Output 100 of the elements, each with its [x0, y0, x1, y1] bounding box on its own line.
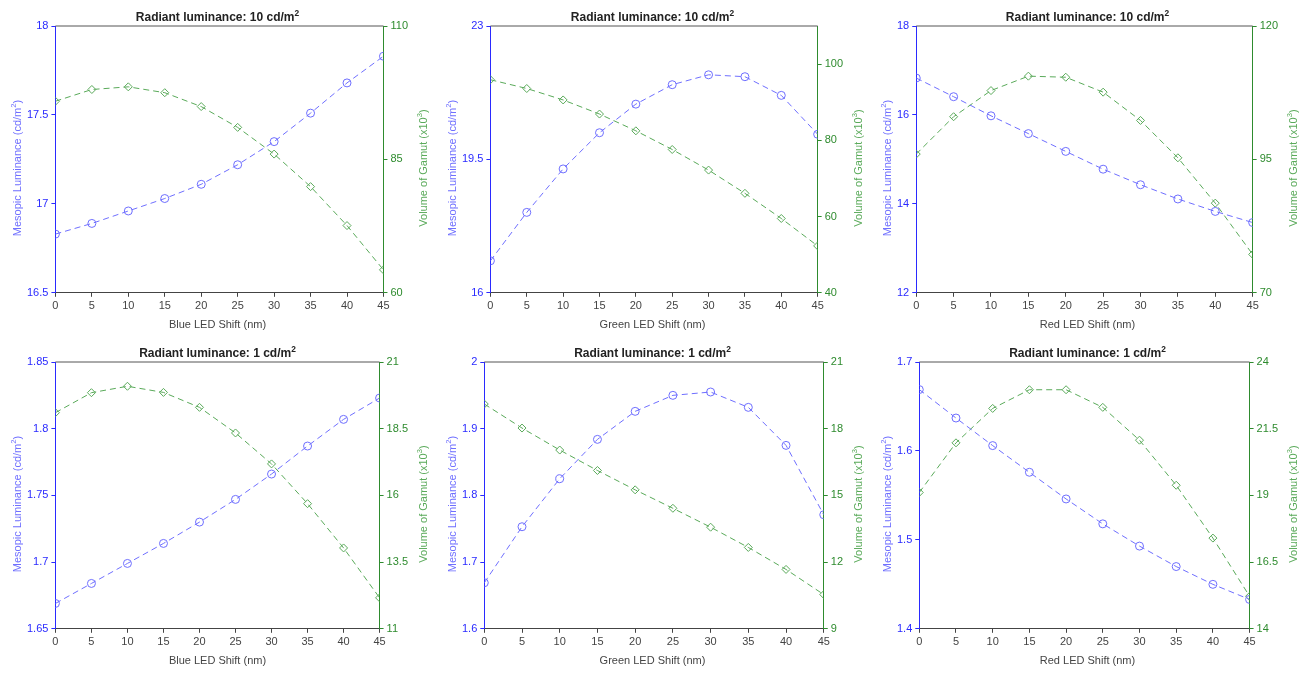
- point: [949, 92, 959, 102]
- point: [1023, 71, 1033, 81]
- point: [1171, 562, 1181, 572]
- y2-tick-label: 21.5: [1256, 421, 1279, 434]
- x-tick-label: 30: [704, 635, 717, 648]
- point: [86, 578, 96, 588]
- y-tick-label: 16: [896, 107, 910, 120]
- y-tick-label: 1.7: [33, 555, 49, 568]
- y2-tick-label: 95: [1259, 152, 1272, 165]
- point: [122, 558, 132, 568]
- point: [194, 517, 204, 527]
- x-tick-label: 10: [121, 635, 134, 648]
- point: [986, 111, 996, 121]
- point: [269, 149, 279, 159]
- point: [949, 112, 959, 122]
- y-tick-label: 1.6: [896, 443, 913, 456]
- x-tick-label: 10: [557, 299, 570, 312]
- y-tick-label: 18: [896, 19, 910, 32]
- x-tick-label: 15: [1022, 299, 1035, 312]
- y-tick-label: 17: [36, 196, 49, 209]
- point: [704, 70, 714, 80]
- point: [555, 445, 565, 455]
- point: [776, 213, 786, 223]
- x-tick-label: 20: [195, 299, 208, 312]
- x-tick-label: 0: [916, 635, 923, 648]
- x-tick-label: 20: [1059, 635, 1073, 648]
- point: [706, 387, 716, 397]
- y2-tick-label: 21: [386, 355, 399, 368]
- x-tick-label: 0: [481, 635, 488, 648]
- y2-tick-label: 40: [824, 285, 837, 298]
- point: [951, 438, 961, 448]
- x-tick-label: 40: [337, 635, 350, 648]
- x-tick-label: 0: [52, 635, 59, 648]
- x-tick-label: 35: [1171, 299, 1185, 312]
- x-tick-label: 5: [518, 635, 526, 648]
- point: [306, 182, 316, 192]
- point: [522, 207, 532, 217]
- y-tick-label: 19.5: [461, 152, 484, 165]
- point: [233, 160, 243, 170]
- point: [303, 499, 313, 509]
- point: [667, 80, 677, 90]
- point: [781, 564, 791, 574]
- point: [1136, 180, 1146, 190]
- y2-tick-label: 70: [1259, 285, 1272, 298]
- y2-tick-label: 85: [390, 152, 403, 165]
- point: [630, 485, 640, 495]
- y-tick-label: 1.7: [896, 355, 913, 368]
- y2-tick-label: 9: [830, 621, 837, 634]
- point: [122, 381, 132, 391]
- point: [87, 218, 97, 228]
- x-tick-label: 25: [1096, 635, 1109, 648]
- y-tick-label: 1.8: [33, 421, 49, 434]
- x-axis-title: Red LED Shift (nm): [1038, 318, 1137, 330]
- y2-tick-label: 60: [390, 285, 403, 298]
- point: [592, 434, 602, 444]
- point: [668, 390, 678, 400]
- x-tick-label: 10: [986, 635, 999, 648]
- point: [231, 494, 241, 504]
- point: [231, 428, 241, 438]
- x-tick-label: 45: [373, 635, 386, 648]
- point: [743, 542, 753, 552]
- x-tick-label: 30: [702, 299, 715, 312]
- y-tick-label: 1.7: [461, 555, 478, 568]
- point: [1208, 533, 1218, 543]
- y-tick-label: 14: [896, 196, 910, 209]
- y2-tick-label: 11: [386, 621, 399, 634]
- point: [781, 440, 791, 450]
- point: [1061, 146, 1071, 156]
- x-tick-label: 5: [88, 299, 95, 312]
- point: [1208, 579, 1218, 589]
- y2-tick-label: 14: [1256, 621, 1269, 634]
- point: [668, 503, 678, 513]
- chart-title: Radiant luminance: 10 cd/m$^{2}$: [1005, 8, 1170, 24]
- point: [631, 99, 641, 109]
- y2-tick-label: 100: [824, 57, 844, 70]
- point: [269, 137, 279, 147]
- y-tick-label: 1.65: [26, 621, 49, 634]
- point: [160, 194, 170, 204]
- y-tick-label: 1.5: [896, 532, 913, 545]
- x-tick-label: 25: [1097, 299, 1110, 312]
- point: [517, 522, 527, 532]
- x-tick-label: 20: [193, 635, 206, 648]
- x-axis-title: Green LED Shift (nm): [598, 318, 707, 330]
- x-axis-title: Blue LED Shift (nm): [167, 654, 268, 666]
- y2-tick-label: 24: [1256, 355, 1269, 368]
- y2-tick-label: 15: [830, 488, 844, 501]
- x-tick-label: 25: [231, 299, 244, 312]
- point: [986, 86, 996, 96]
- point: [306, 108, 316, 118]
- y2-tick-label: 13.5: [386, 555, 409, 568]
- point: [704, 165, 714, 175]
- x-tick-label: 20: [629, 635, 642, 648]
- point: [339, 543, 349, 553]
- y-tick-label: 2: [471, 355, 478, 368]
- x-tick-label: 35: [742, 635, 755, 648]
- x-tick-label: 0: [913, 299, 920, 312]
- point: [630, 406, 640, 416]
- y-tick-label: 1.6: [461, 621, 478, 634]
- x-tick-label: 15: [1023, 635, 1036, 648]
- point: [1098, 519, 1108, 529]
